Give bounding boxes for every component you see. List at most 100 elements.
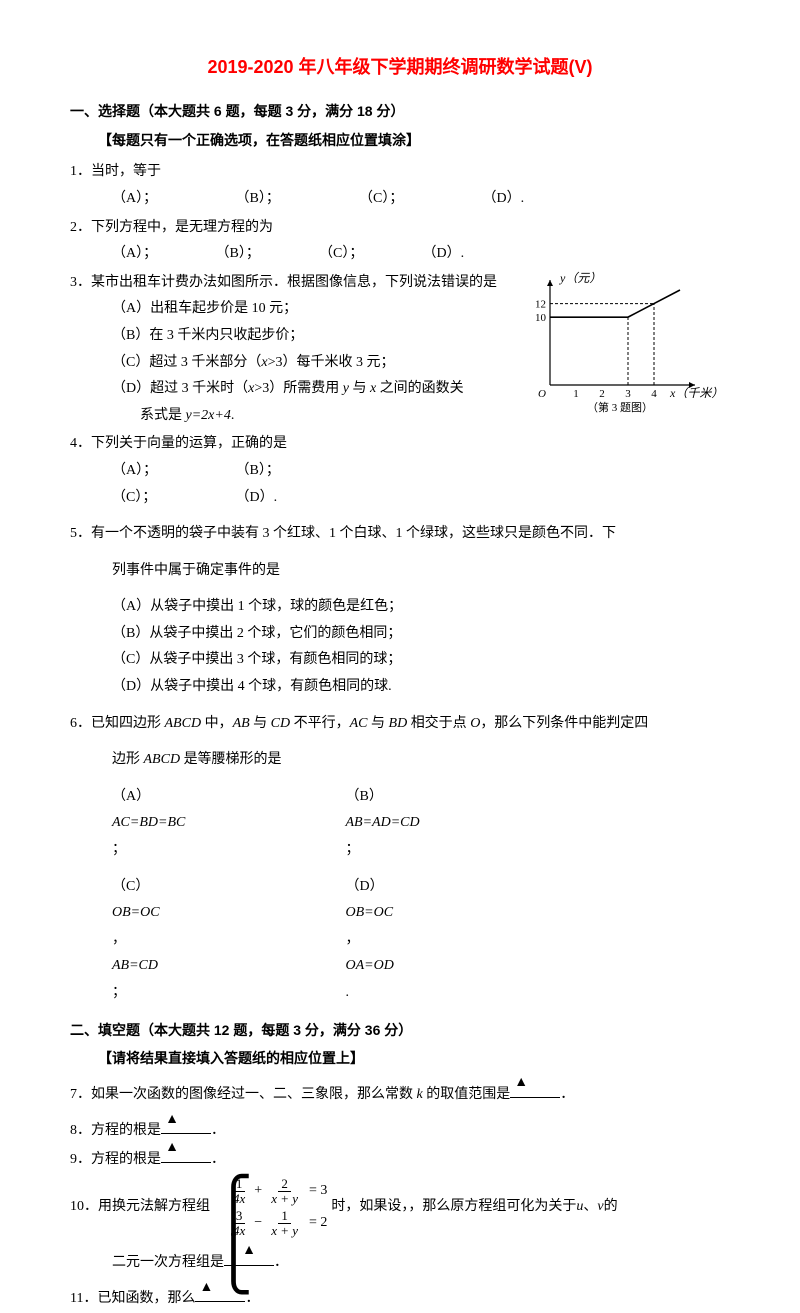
q3d-p2: 与 bbox=[349, 381, 370, 396]
q6-m1: 中， bbox=[201, 716, 233, 731]
exam-title: 2019-2020 年八年级下学期期终调研数学试题(V) bbox=[70, 50, 730, 84]
q6b-pre: （B） bbox=[346, 784, 576, 811]
q6b-eq: AB=AD=CD bbox=[346, 810, 576, 837]
q2-opt-d: （D）. bbox=[423, 241, 523, 268]
svg-text:4: 4 bbox=[651, 388, 657, 400]
q4-opt-c: （C）； bbox=[112, 485, 232, 512]
q6b-post: ； bbox=[346, 837, 576, 864]
q6c-pre: （C） bbox=[112, 874, 342, 901]
q6-row2: （C）OB=OC，AB=CD； （D）OB=OC，OA=OD. bbox=[70, 874, 730, 1007]
q10-mid: 时，如果设，，那么原方程组可化为关于 bbox=[331, 1194, 576, 1221]
q4-opt-b: （B）； bbox=[236, 458, 356, 485]
svg-text:10: 10 bbox=[535, 312, 547, 324]
q6d-eq1: OB=OC bbox=[346, 900, 576, 927]
q3d-p1: >3）所需费用 bbox=[254, 381, 342, 396]
question-11: 11．已知函数，那么． bbox=[70, 1286, 730, 1313]
question-6: 6．已知四边形 ABCD 中，AB 与 CD 不平行，AC 与 BD 相交于点 … bbox=[70, 711, 730, 1007]
q1-opt-a: （A）； bbox=[112, 186, 232, 213]
q4-opt-d: （D）. bbox=[236, 485, 356, 512]
q3-chart: 10121234Oy（元）x（千米）（第 3 题图） bbox=[520, 270, 720, 420]
q10-line2: 二元一次方程组是 ． bbox=[70, 1250, 730, 1277]
q6l2-post: 是等腰梯形的是 bbox=[180, 752, 282, 767]
q7-pre: 7．如果一次函数的图像经过一、二、三象限，那么常数 bbox=[70, 1087, 417, 1102]
q6-m5: 相交于点 bbox=[407, 716, 470, 731]
q3c-pre: （C）超过 3 千米部分（ bbox=[112, 355, 261, 370]
q6-cd: CD bbox=[271, 716, 290, 731]
q6d-mid: ， bbox=[346, 927, 576, 954]
q11-blank bbox=[195, 1288, 245, 1302]
brace-icon: ⎧⎩ bbox=[214, 1176, 253, 1240]
q10-line2-text: 二元一次方程组是 bbox=[112, 1255, 224, 1270]
q6c-post: ； bbox=[112, 980, 342, 1007]
q11-pre: 11．已知函数，那么 bbox=[70, 1291, 195, 1306]
q6c-eq1: OB=OC bbox=[112, 900, 342, 927]
svg-text:2: 2 bbox=[599, 388, 605, 400]
q4-options-row1: （A）； （B）； bbox=[70, 458, 730, 485]
q10-pre: 10．用换元法解方程组 bbox=[70, 1194, 210, 1221]
q3d2-post: . bbox=[231, 408, 235, 423]
q10-period: ． bbox=[274, 1255, 288, 1270]
svg-text:O: O bbox=[538, 388, 546, 400]
q9-pre: 9．方程的根是 bbox=[70, 1152, 161, 1167]
q6a-eq: AC=BD=BC bbox=[112, 810, 342, 837]
op: + bbox=[254, 1178, 262, 1205]
q2-opt-c: （C）； bbox=[319, 241, 419, 268]
q8-period: ． bbox=[211, 1123, 225, 1138]
q4-opt-a: （A）； bbox=[112, 458, 232, 485]
q7-blank bbox=[510, 1084, 560, 1098]
q7-post: 的取值范围是 bbox=[423, 1087, 511, 1102]
q8-blank bbox=[161, 1120, 211, 1134]
section1-sub: 【每题只有一个正确选项，在答题纸相应位置填涂】 bbox=[98, 127, 730, 154]
q8-pre: 8．方程的根是 bbox=[70, 1123, 161, 1138]
svg-text:x（千米）: x（千米） bbox=[669, 386, 720, 400]
q6c-mid: ， bbox=[112, 927, 342, 954]
q6d-post: . bbox=[346, 980, 576, 1007]
q6-pre: 6．已知四边形 bbox=[70, 716, 165, 731]
q10-comma: 、 bbox=[583, 1194, 597, 1221]
q6a-post: ； bbox=[112, 837, 342, 864]
q6l2-abcd: ABCD bbox=[144, 752, 181, 767]
q6-line2: 边形 ABCD 是等腰梯形的是 bbox=[70, 747, 730, 774]
question-2: 2．下列方程中，是无理方程的为 （A）； （B）； （C）； （D）. bbox=[70, 215, 730, 268]
q6d-pre: （D） bbox=[346, 874, 576, 901]
question-9: 9．方程的根是． bbox=[70, 1147, 730, 1174]
q6-m6: ，那么下列条件中能判定四 bbox=[480, 716, 648, 731]
num: 2 bbox=[278, 1177, 291, 1192]
q6-ab: AB bbox=[233, 716, 250, 731]
q2-opt-a: （A）； bbox=[112, 241, 212, 268]
q6-opt-c: （C）OB=OC，AB=CD； bbox=[112, 874, 342, 1007]
question-5: 5．有一个不透明的袋子中装有 3 个红球、1 个白球、1 个绿球，这些球只是颜色… bbox=[70, 521, 730, 701]
q6-o: O bbox=[470, 716, 480, 731]
chart-svg: 10121234Oy（元）x（千米）（第 3 题图） bbox=[520, 270, 720, 420]
rhs: = 2 bbox=[309, 1210, 327, 1237]
q1-text: 1．当时，等于 bbox=[70, 159, 730, 186]
q2-options: （A）； （B）； （C）； （D）. bbox=[70, 241, 730, 268]
section2-header: 二、填空题（本大题共 12 题，每题 3 分，满分 36 分） bbox=[70, 1017, 730, 1044]
q5-opt-c: （C）从袋子中摸出 3 个球，有颜色相同的球； bbox=[70, 647, 730, 674]
section1-header: 一、选择题（本大题共 6 题，每题 3 分，满分 18 分） bbox=[70, 98, 730, 125]
den: x + y bbox=[268, 1192, 301, 1206]
q10-equation-system: ⎧⎩ 14x + 2x + y = 3 34x − 1x + y = 2 bbox=[214, 1176, 327, 1240]
q6-abcd: ABCD bbox=[165, 716, 202, 731]
q5-opt-a: （A）从袋子中摸出 1 个球，球的颜色是红色； bbox=[70, 594, 730, 621]
q6-opt-a: （A）AC=BD=BC； bbox=[112, 784, 342, 864]
q6-m2: 与 bbox=[250, 716, 271, 731]
q3c-post: >3）每千米收 3 元； bbox=[268, 355, 395, 370]
num: 1 bbox=[278, 1209, 291, 1224]
q6-row1: （A）AC=BD=BC； （B）AB=AD=CD； bbox=[70, 784, 730, 864]
svg-text:y（元）: y（元） bbox=[559, 271, 601, 285]
svg-text:1: 1 bbox=[573, 388, 579, 400]
question-10: 10．用换元法解方程组 ⎧⎩ 14x + 2x + y = 3 34x − 1x… bbox=[70, 1176, 730, 1277]
q6c-eq2: AB=CD bbox=[112, 953, 342, 980]
question-4: 4．下列关于向量的运算，正确的是 （A）； （B）； （C）； （D）. bbox=[70, 431, 730, 511]
q6d-eq2: OA=OD bbox=[346, 953, 576, 980]
q5-text: 5．有一个不透明的袋子中装有 3 个红球、1 个白球、1 个绿球，这些球只是颜色… bbox=[70, 521, 730, 548]
q6-opt-d: （D）OB=OC，OA=OD. bbox=[346, 874, 576, 1007]
q3d-p3: 之间的函数关 bbox=[376, 381, 464, 396]
q4-text: 4．下列关于向量的运算，正确的是 bbox=[70, 431, 730, 458]
q4-options-row2: （C）； （D）. bbox=[70, 485, 730, 512]
q6-m4: 与 bbox=[368, 716, 389, 731]
q6-m3: 不平行， bbox=[290, 716, 350, 731]
svg-text:（第 3 题图）: （第 3 题图） bbox=[587, 400, 653, 414]
q6-opt-b: （B）AB=AD=CD； bbox=[346, 784, 576, 864]
